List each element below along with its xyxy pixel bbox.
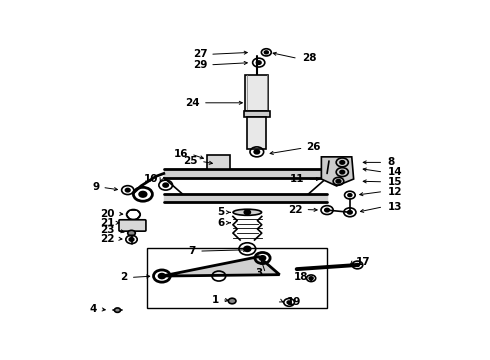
Circle shape (163, 183, 169, 187)
Text: 19: 19 (287, 297, 301, 307)
Text: 22: 22 (100, 234, 115, 244)
Circle shape (260, 256, 266, 260)
Polygon shape (321, 157, 354, 186)
Text: 25: 25 (183, 156, 198, 166)
Text: 17: 17 (356, 257, 370, 267)
Circle shape (309, 277, 313, 280)
Text: 12: 12 (388, 186, 402, 197)
Bar (247, 117, 267, 149)
Circle shape (356, 264, 359, 266)
Circle shape (245, 210, 250, 215)
Text: 20: 20 (100, 209, 115, 219)
Text: 15: 15 (388, 177, 402, 187)
Circle shape (340, 170, 344, 174)
Circle shape (114, 308, 121, 312)
Circle shape (158, 274, 165, 279)
Circle shape (256, 61, 261, 64)
Text: 18: 18 (294, 273, 308, 283)
Text: 28: 28 (302, 53, 317, 63)
Text: 14: 14 (388, 167, 402, 177)
Circle shape (139, 192, 147, 197)
Text: 5: 5 (217, 207, 224, 217)
Circle shape (340, 161, 344, 164)
Text: 22: 22 (288, 204, 302, 215)
Circle shape (125, 188, 130, 192)
Circle shape (287, 301, 291, 304)
Circle shape (336, 180, 341, 183)
Bar (244, 111, 270, 117)
Text: 23: 23 (100, 225, 115, 235)
Text: 11: 11 (290, 174, 304, 184)
Text: 3: 3 (255, 268, 263, 278)
Circle shape (128, 230, 135, 236)
Text: 2: 2 (121, 273, 128, 283)
Circle shape (129, 238, 134, 241)
Text: 8: 8 (388, 157, 395, 167)
Text: 7: 7 (189, 246, 196, 256)
Text: 6: 6 (217, 218, 224, 228)
Text: 26: 26 (306, 142, 320, 152)
Polygon shape (162, 257, 280, 276)
Text: 16: 16 (174, 149, 189, 159)
Text: 24: 24 (185, 98, 200, 108)
Text: 9: 9 (92, 183, 99, 192)
Bar (245, 75, 268, 111)
Text: 29: 29 (193, 60, 207, 70)
Text: 13: 13 (388, 202, 402, 212)
Text: 10: 10 (144, 174, 158, 184)
Circle shape (265, 51, 268, 54)
Text: 4: 4 (90, 304, 98, 314)
Circle shape (244, 246, 251, 251)
Circle shape (347, 211, 352, 214)
Text: 21: 21 (100, 218, 115, 228)
Text: 1: 1 (212, 294, 219, 305)
Circle shape (228, 298, 236, 304)
Bar (207, 156, 230, 169)
FancyBboxPatch shape (119, 220, 146, 231)
Circle shape (325, 208, 329, 212)
Circle shape (254, 150, 260, 154)
Text: 27: 27 (193, 49, 207, 59)
Circle shape (348, 194, 352, 197)
Bar (147, 248, 327, 308)
Ellipse shape (233, 209, 262, 215)
